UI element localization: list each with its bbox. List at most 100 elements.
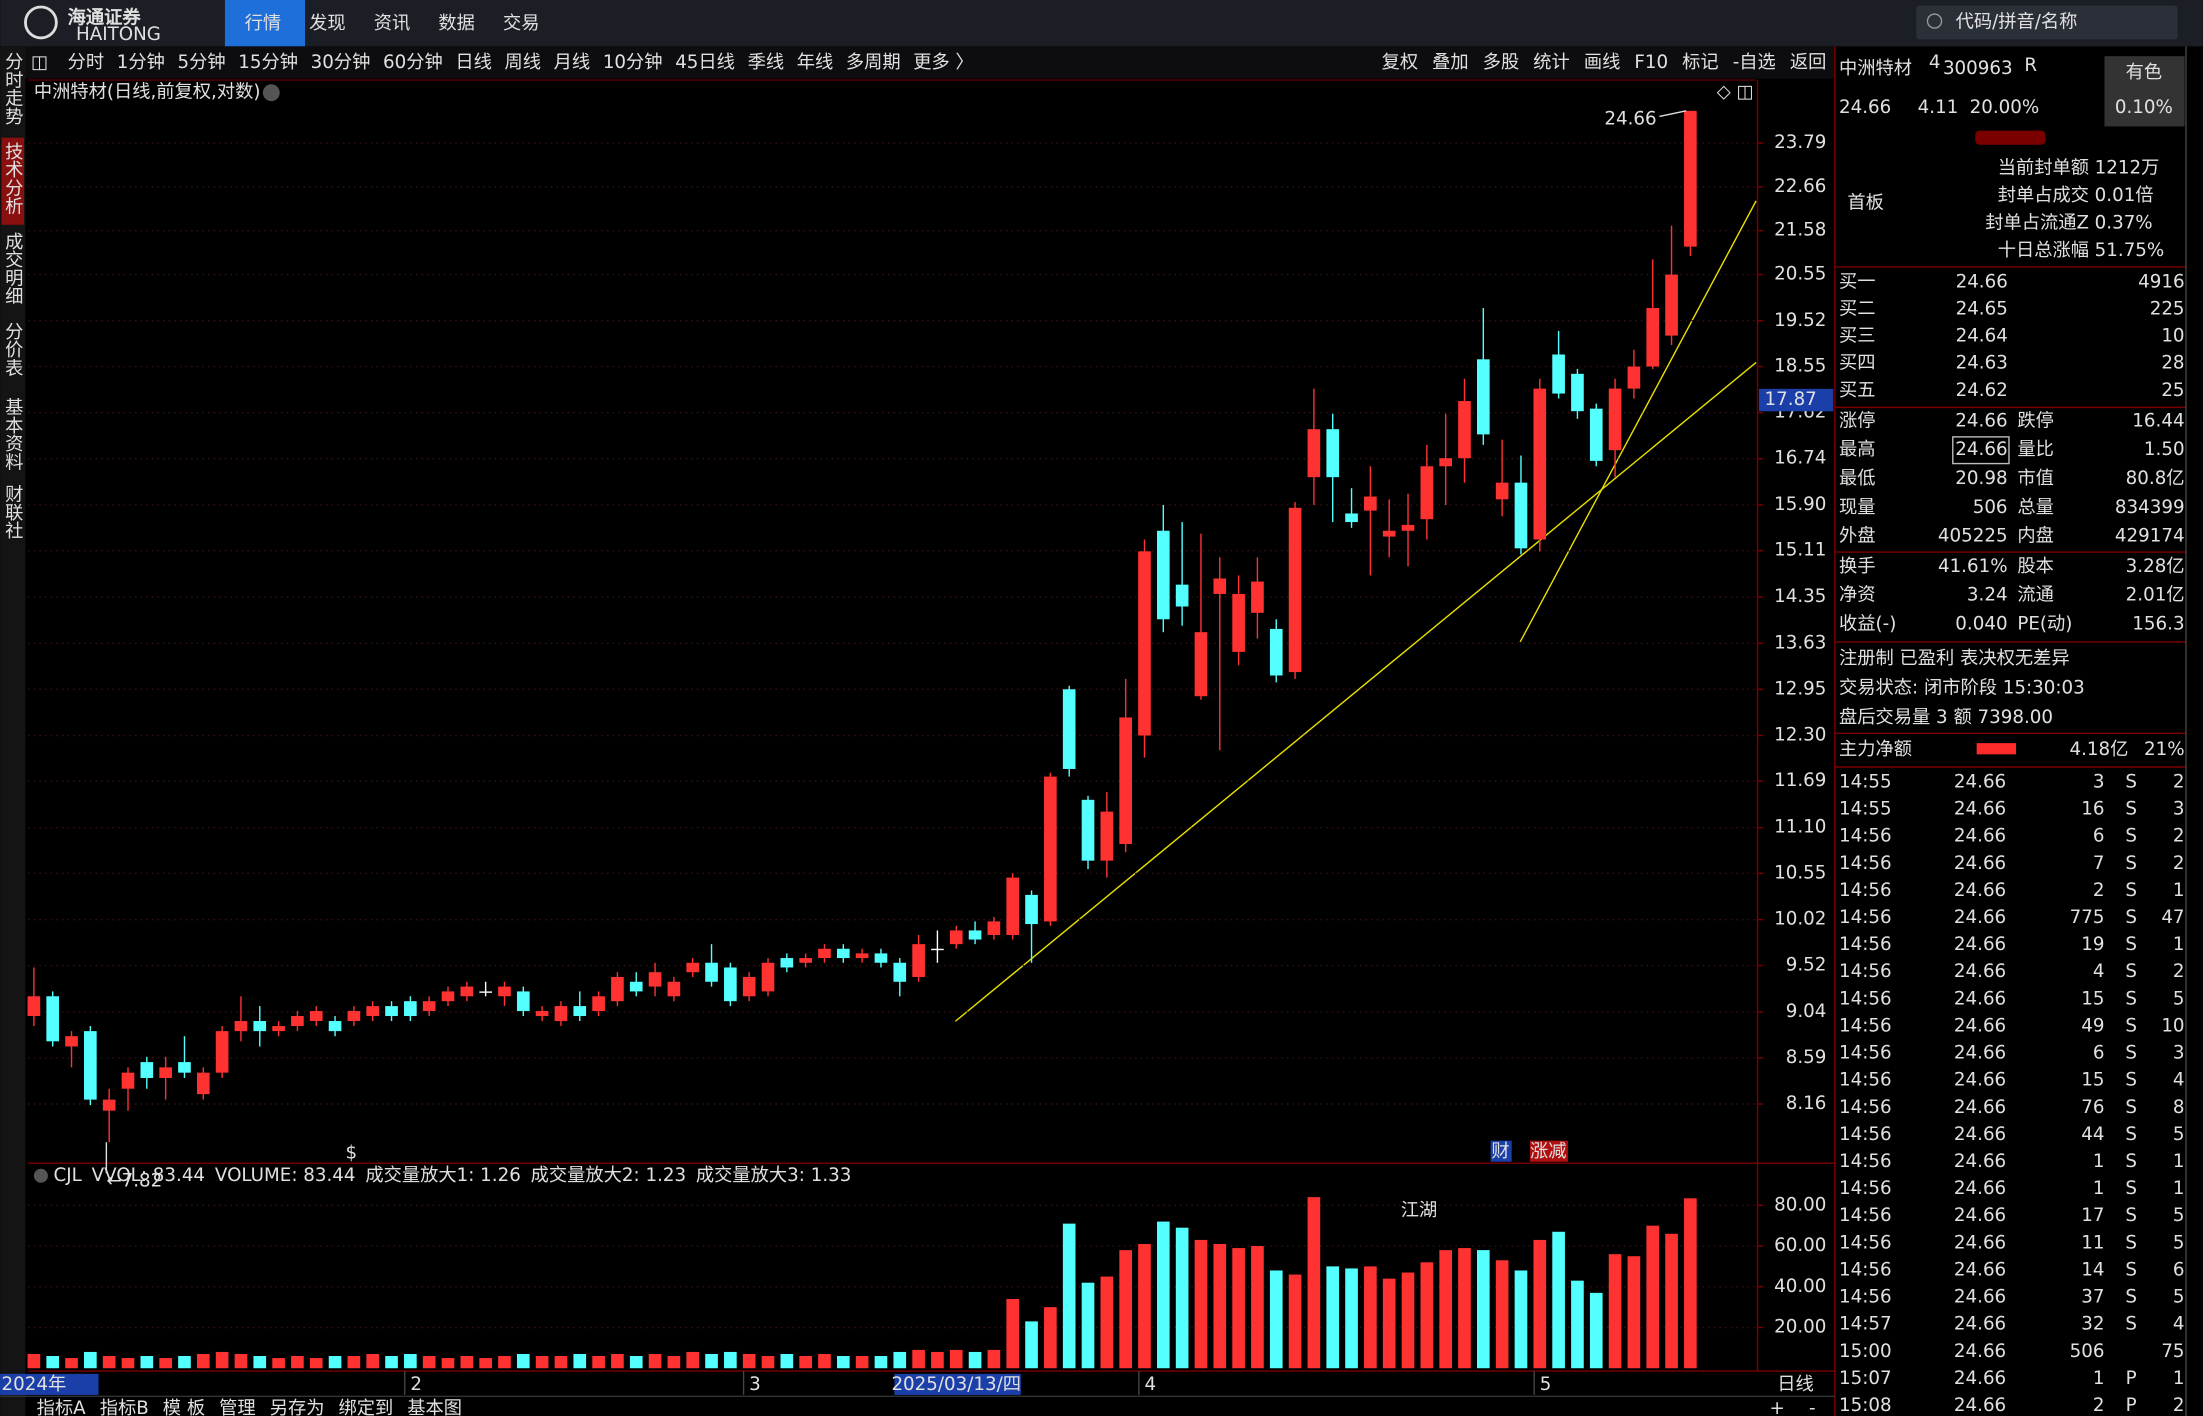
zoom-button[interactable]: -: [1809, 1398, 1816, 1416]
side-tab[interactable]: 分时走势: [2, 52, 23, 125]
seal-label: 当前封单额: [1998, 158, 2089, 179]
trade-flag: S: [2125, 880, 2137, 901]
tool-button[interactable]: 返回: [1790, 52, 1827, 73]
trade-count: 5: [2173, 1205, 2185, 1226]
book-price: 24.64: [1956, 326, 2008, 347]
volume-bar: [1006, 1298, 1020, 1369]
tool-button[interactable]: 叠加: [1432, 52, 1469, 73]
period-tab[interactable]: 月线: [554, 52, 591, 73]
collapse[interactable]: [1975, 130, 2046, 145]
candle-body: [159, 1067, 172, 1078]
nav-menu[interactable]: 资讯: [374, 13, 411, 34]
candle-body: [1100, 811, 1114, 861]
period-tab[interactable]: 日线: [455, 52, 492, 73]
candle-body: [818, 948, 831, 959]
period-tab[interactable]: 更多 〉: [913, 52, 974, 73]
title-dropdown[interactable]: [262, 84, 280, 102]
y-tick-label: 8.59: [1786, 1047, 1827, 1068]
candle-body: [479, 991, 492, 993]
vol-dropdown[interactable]: [33, 1168, 48, 1183]
period-tab[interactable]: 年线: [797, 52, 834, 73]
bottom-tab[interactable]: 管理: [219, 1398, 256, 1416]
candle-body: [1175, 584, 1189, 607]
volume-bar: [385, 1356, 398, 1369]
trade-time: 14:56: [1839, 1205, 1892, 1226]
period-tab[interactable]: 5分钟: [178, 52, 226, 73]
y-tick-label: 80.00: [1774, 1194, 1826, 1215]
tool-button[interactable]: -自选: [1733, 52, 1776, 73]
volume-bar: [1646, 1225, 1660, 1369]
bottom-tab[interactable]: 指标A: [37, 1398, 86, 1416]
chart-icon[interactable]: ◇: [1717, 82, 1731, 103]
chart-icon[interactable]: ◫: [1736, 82, 1753, 103]
trade-volume: 37: [2081, 1287, 2104, 1308]
stat-label: 最高: [1839, 439, 1876, 460]
period-tab[interactable]: 10分钟: [603, 52, 663, 73]
volume-bar: [1514, 1270, 1528, 1369]
side-tab[interactable]: 分价表: [2, 322, 23, 377]
toolbar-icon[interactable]: ◫: [31, 52, 48, 73]
period-tab[interactable]: 1分钟: [117, 52, 165, 73]
side-tab[interactable]: 技术分析: [2, 142, 23, 215]
period-tab[interactable]: 分时: [68, 52, 104, 73]
side-tab[interactable]: 成交明细: [2, 232, 23, 305]
x-tick-label: 4: [1144, 1374, 1156, 1395]
tool-button[interactable]: 画线: [1584, 52, 1621, 73]
bottom-tab[interactable]: 另存为: [270, 1398, 325, 1416]
side-tab[interactable]: 财联社: [2, 485, 23, 540]
indicator-label: 成交量放大2: 1.23: [531, 1165, 686, 1186]
sector-box[interactable]: [2104, 56, 2185, 127]
period-tab[interactable]: 周线: [505, 52, 542, 73]
candle-body: [272, 1026, 285, 1032]
period-tab[interactable]: 60分钟: [383, 52, 443, 73]
trade-time: 14:56: [1839, 1178, 1892, 1199]
nav-menu[interactable]: 行情: [245, 13, 282, 34]
tool-button[interactable]: 标记: [1682, 52, 1719, 73]
volume-bar: [1665, 1233, 1678, 1369]
trade-price: 24.66: [1954, 961, 2006, 982]
bottom-tab[interactable]: 绑定到: [339, 1398, 394, 1416]
period-tab[interactable]: 45日线: [675, 52, 735, 73]
period-tab[interactable]: 季线: [748, 52, 785, 73]
bottom-tab[interactable]: 指标B: [100, 1398, 149, 1416]
trade-count: 4: [2173, 1314, 2185, 1335]
trade-time: 14:56: [1839, 1015, 1892, 1036]
nav-menu[interactable]: 数据: [438, 13, 475, 34]
tool-button[interactable]: 统计: [1533, 52, 1570, 73]
period-tab[interactable]: 多周期: [846, 52, 901, 73]
volume-bar: [178, 1356, 191, 1369]
bottom-tab[interactable]: 基本图: [407, 1398, 462, 1416]
tool-button[interactable]: 多股: [1483, 52, 1520, 73]
candle-body: [1025, 894, 1038, 925]
nav-menu[interactable]: 交易: [503, 13, 540, 34]
search-box[interactable]: [1916, 5, 2178, 40]
side-tab[interactable]: 基本资料: [2, 398, 23, 471]
volume-bar: [102, 1356, 116, 1369]
y-tick-label: 21.58: [1774, 220, 1826, 241]
trade-price: 24.66: [1954, 1205, 2006, 1226]
search-placeholder[interactable]: 代码/拼音/名称: [1956, 11, 2078, 32]
sector[interactable]: 有色: [2126, 62, 2163, 83]
tool-button[interactable]: 复权: [1382, 52, 1419, 73]
trade-time: 14:56: [1839, 934, 1892, 955]
trade-flag: S: [2125, 1232, 2137, 1253]
candle-body: [1552, 354, 1565, 394]
tool-button[interactable]: F10: [1634, 52, 1668, 73]
stat-label: 流通: [2017, 585, 2054, 606]
stat-label: 收益(-): [1839, 613, 1896, 634]
trade-count: 5: [2173, 1232, 2185, 1253]
zoom-button[interactable]: +: [1770, 1398, 1785, 1416]
period-tab[interactable]: 30分钟: [311, 52, 371, 73]
trade-time: 14:56: [1839, 1259, 1892, 1280]
period-tab[interactable]: 15分钟: [238, 52, 298, 73]
y-tick-label: 9.04: [1786, 1001, 1827, 1022]
active-menu-bg: [224, 0, 305, 47]
candle-body: [46, 996, 60, 1042]
bottom-tab[interactable]: 模 板: [163, 1398, 205, 1416]
stat-label: 总量: [2017, 497, 2054, 518]
trade-volume: 1: [2093, 1368, 2105, 1389]
volume-bar: [498, 1356, 511, 1369]
nav-menu[interactable]: 发现: [309, 13, 346, 34]
seal-label: 十日总涨幅: [1998, 240, 2089, 261]
y-tick-label: 11.10: [1774, 817, 1826, 838]
